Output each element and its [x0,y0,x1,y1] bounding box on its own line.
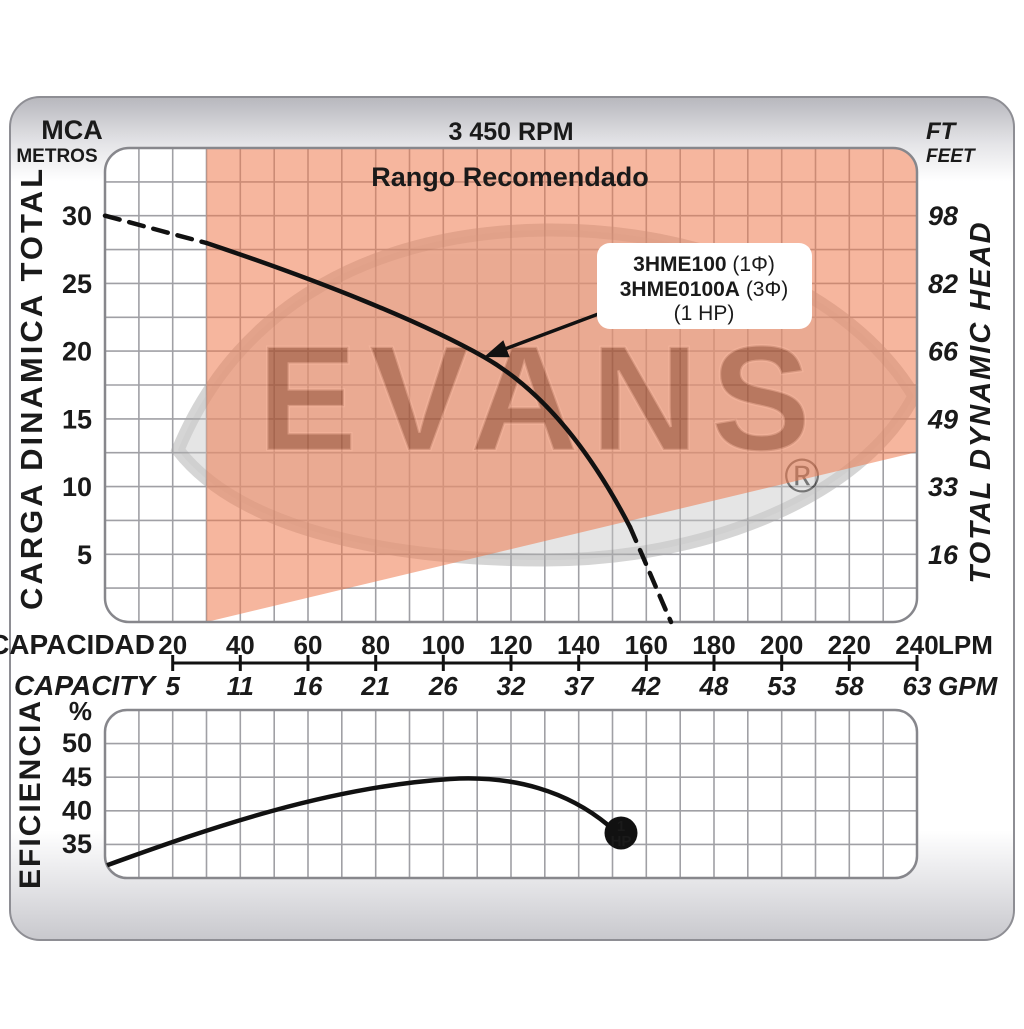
annotation-line1: 3HME100 (1Φ) [633,253,775,276]
tick-label: 30 [62,201,92,231]
lpm-unit: LPM [938,630,993,660]
tick-label: 53 [767,671,796,701]
left-axis-title: CARGA DINAMICA TOTAL [14,166,49,610]
tick-label: 16 [928,540,959,570]
model-annotation: 3HME100 (1Φ) 3HME0100A (3Φ) (1 HP) [484,243,812,358]
tick-label: 26 [428,671,458,701]
tick-label: 5 [77,540,92,570]
tick-label: 160 [625,630,668,660]
tick-label: 120 [489,630,532,660]
hp-marker-circle-icon [604,816,638,850]
tick-label: 98 [928,201,958,231]
hp-marker-line2: HP [611,833,632,850]
tick-label: 140 [557,630,600,660]
x-axis-label-capacity: CAPACITY [14,670,157,701]
tick-label: 50 [62,728,92,758]
rpm-title: 3 450 RPM [448,118,573,146]
tick-label: 10 [62,472,92,502]
lpm-tick-labels: 20 40 60 80 100 120 140 160 180 200 220 … [158,630,938,660]
efficiency-axis-ticks: 50 45 40 35 [62,728,92,859]
x-axis-label-capacidad: CAPACIDAD [0,629,155,660]
hp-marker: 1 HP [604,816,638,850]
head-chart-border [103,146,919,624]
tick-label: 20 [158,630,187,660]
head-curve-dashed-right [627,524,674,625]
efficiency-chart: 1 HP % 50 45 40 35 [62,696,919,880]
tick-label: 100 [422,630,465,660]
tick-label: 11 [227,671,254,701]
tick-label: 240 [895,630,938,660]
head-curve [102,213,674,625]
tick-label: 45 [62,762,92,792]
left-axis-ticks: 30 25 20 15 10 5 [62,201,92,570]
tick-label: 82 [928,269,958,299]
tick-label: 15 [62,404,92,434]
right-axis-ticks: 98 82 66 49 33 16 [927,201,959,570]
tick-label: 25 [62,269,92,299]
tick-label: 180 [692,630,735,660]
tick-label: 40 [226,630,255,660]
tick-label: 220 [828,630,871,660]
annotation-arrowhead-icon [484,340,510,358]
tick-label: 66 [928,337,959,367]
head-chart: EVANS ® Rango Recomendado 3HME100 (1Φ) 3… [62,146,959,625]
tick-label: 200 [760,630,803,660]
tick-label: 21 [360,671,390,701]
tick-label: 32 [497,671,526,701]
tick-label: 42 [631,671,661,701]
efficiency-unit: % [69,696,92,726]
tick-label: 48 [699,671,729,701]
tick-label: 5 [165,671,180,701]
head-curve-dashed-left [102,213,209,246]
efficiency-chart-border [103,708,919,880]
tick-label: 20 [62,337,92,367]
tick-label: 33 [928,472,958,502]
tick-label: 35 [62,829,92,859]
tick-label: 49 [927,404,958,434]
right-unit-feet: FEET [926,146,976,167]
head-curve-solid [204,240,633,530]
tick-label: 40 [62,796,92,826]
gpm-tick-labels: 5 11 16 21 26 32 37 42 48 53 58 63 [165,671,932,701]
tick-label: 63 [903,671,932,701]
efficiency-axis-title: EFICIENCIA [14,699,47,889]
right-unit-ft: FT [926,118,958,145]
gpm-unit: GPM [938,671,999,701]
tick-label: 60 [294,630,323,660]
efficiency-curve [105,776,611,869]
hp-marker-line1: 1 [617,818,625,835]
x-axis: CAPACIDAD CAPACITY 20 40 60 80 100 120 1… [0,629,999,701]
annotation-line2: 3HME0100A (3Φ) [620,278,789,301]
x-axis-tick-line [171,655,919,671]
tick-label: 58 [835,671,864,701]
efficiency-chart-grid [105,710,917,878]
tick-label: 80 [361,630,390,660]
tick-label: 16 [294,671,323,701]
tick-label: 37 [564,671,594,701]
annotation-box [597,243,812,329]
right-axis-title: TOTAL DYNAMIC HEAD [965,220,997,583]
annotation-line3: (1 HP) [674,302,735,325]
left-unit-metros: METROS [16,146,97,167]
left-unit-mca: MCA [41,115,103,145]
recommended-range-label: Rango Recomendado [371,162,649,192]
